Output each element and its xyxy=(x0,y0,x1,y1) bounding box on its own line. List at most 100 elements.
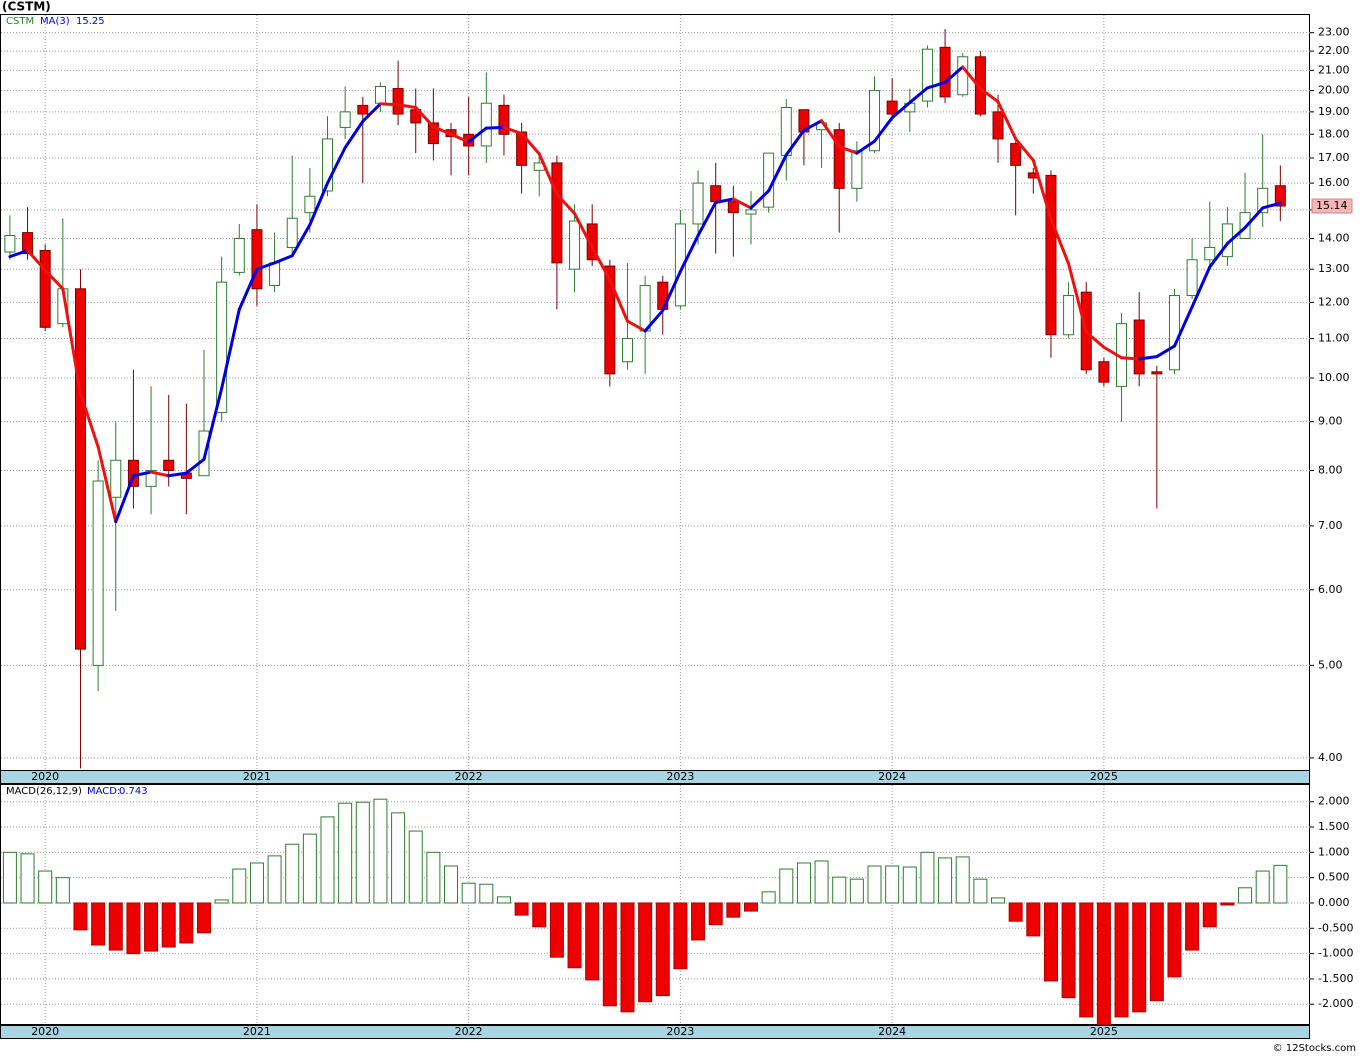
macd-bar xyxy=(1043,902,1058,982)
ma-line xyxy=(837,145,859,155)
macd-bar xyxy=(814,860,829,904)
ma-line xyxy=(308,181,330,227)
ma-line xyxy=(661,269,682,312)
x-tick-label: 2025 xyxy=(1090,1025,1118,1038)
macd-bar xyxy=(391,812,406,904)
x-tick-label: 2020 xyxy=(31,770,59,783)
ma-line xyxy=(714,197,735,204)
x-tick-label: 2022 xyxy=(455,770,483,783)
ma-line xyxy=(114,474,135,524)
macd-bar xyxy=(461,882,476,904)
ma-line xyxy=(749,189,771,210)
ma-line xyxy=(925,80,947,90)
ma-line xyxy=(378,102,400,107)
ma-line xyxy=(625,319,647,333)
x-tick-label: 2025 xyxy=(1090,770,1118,783)
macd-bar xyxy=(655,902,670,997)
legend-ma: MA(3) xyxy=(40,16,70,27)
ma-line xyxy=(343,119,365,150)
macd-bar xyxy=(1061,902,1076,999)
macd-bar xyxy=(1149,902,1164,1002)
candle-body xyxy=(516,131,528,166)
macd-bar xyxy=(902,866,917,904)
ma-line xyxy=(61,287,82,396)
candle-body xyxy=(1257,187,1269,214)
price-tag-bg xyxy=(1311,198,1353,214)
macd-bar xyxy=(673,902,688,970)
macd-bar xyxy=(973,878,988,904)
candle-body xyxy=(745,209,757,215)
macd-bar xyxy=(302,833,317,904)
macd-bar xyxy=(1079,902,1094,1018)
candle-body xyxy=(4,235,16,253)
y-tick-label: 12.00 xyxy=(1318,295,1350,308)
ma-line xyxy=(202,386,224,461)
page-title: (CSTM) xyxy=(2,0,51,14)
ma-line xyxy=(784,128,806,157)
macd-title: MACD(26,12,9) xyxy=(6,786,82,797)
macd-bar xyxy=(1026,902,1041,937)
macd-bar xyxy=(338,802,353,904)
legend-ma-value: 15.25 xyxy=(76,16,105,27)
candle-body xyxy=(551,162,563,264)
ma-line xyxy=(26,248,47,272)
ma-line xyxy=(820,119,841,149)
ma-line xyxy=(1084,330,1106,349)
ma-line xyxy=(1243,206,1265,230)
ma-line xyxy=(978,87,1000,104)
ma-line xyxy=(290,223,312,258)
macd-bar xyxy=(620,902,635,1013)
macd-bar xyxy=(1167,902,1182,978)
ma-line xyxy=(1190,265,1212,309)
candle-body xyxy=(233,237,245,273)
candle-body xyxy=(145,470,157,487)
ma-line xyxy=(502,125,524,136)
ma-line xyxy=(1155,344,1176,359)
candle-body xyxy=(869,90,881,152)
candle-body xyxy=(92,480,104,666)
y-tick-label: 4.00 xyxy=(1318,751,1343,764)
macd-bar xyxy=(1220,902,1235,906)
candle-body xyxy=(286,217,298,248)
candle-body xyxy=(992,111,1004,140)
macd-bar xyxy=(20,853,35,904)
macd-bar xyxy=(161,902,176,948)
macd-bar xyxy=(1114,902,1129,1018)
y-tick-label: 10.00 xyxy=(1318,371,1350,384)
candle-body xyxy=(569,220,581,270)
candle-body xyxy=(586,223,598,261)
candle-body xyxy=(216,281,228,414)
y-tick-label: 16.00 xyxy=(1318,176,1350,189)
ma-line xyxy=(731,197,753,210)
y-tick-label: 20.00 xyxy=(1318,84,1350,97)
candle-body xyxy=(427,122,439,145)
macd-bar xyxy=(885,865,900,904)
candle-body xyxy=(1063,295,1075,336)
macd-bar xyxy=(479,883,494,904)
ma-line xyxy=(131,470,153,478)
ma-line xyxy=(1225,226,1247,246)
candle-body xyxy=(621,337,633,363)
y-tick-label: 6.00 xyxy=(1318,583,1343,596)
macd-bar xyxy=(708,902,723,926)
candle-body xyxy=(639,284,651,332)
price-date-band xyxy=(0,770,1310,784)
y-tick-label: 2.000 xyxy=(1318,795,1350,808)
x-tick-label: 2024 xyxy=(878,770,906,783)
macd-bar xyxy=(832,876,847,904)
macd-bar xyxy=(549,902,564,958)
candle-body xyxy=(674,223,686,307)
macd-date-band xyxy=(0,1025,1310,1039)
macd-bar xyxy=(126,902,141,955)
ma-line xyxy=(643,308,665,333)
ma-line xyxy=(802,119,824,132)
x-tick-label: 2022 xyxy=(455,1025,483,1038)
ma-line xyxy=(396,103,418,110)
ma-line xyxy=(1102,345,1124,360)
candle-body xyxy=(1204,246,1216,261)
x-tick-label: 2024 xyxy=(878,1025,906,1038)
macd-bar xyxy=(38,870,53,904)
ma-line xyxy=(255,261,277,271)
ma-line xyxy=(273,254,294,265)
